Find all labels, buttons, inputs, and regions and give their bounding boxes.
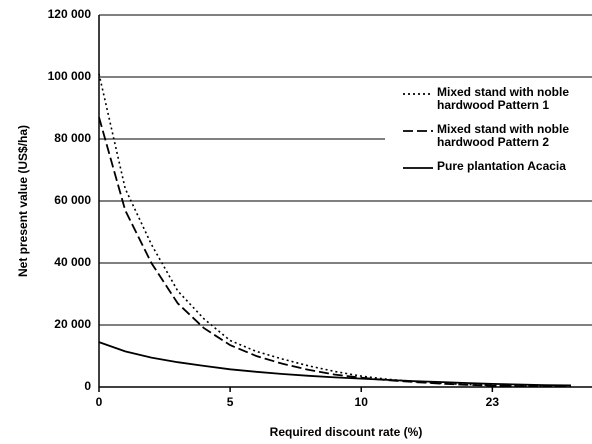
legend: Mixed stand with noble hardwood Pattern … — [385, 86, 592, 186]
y-tick-label: 60 000 — [54, 193, 91, 207]
legend-item: Mixed stand with noble hardwood Pattern … — [385, 123, 592, 160]
legend-item: Pure plantation Acacia — [385, 160, 592, 197]
y-tick-label: 0 — [84, 379, 91, 393]
y-tick-label: 100 000 — [48, 69, 92, 83]
legend-swatch — [403, 93, 433, 95]
x-tick-label: 5 — [227, 395, 234, 409]
legend-label: Mixed stand with noble hardwood Pattern … — [437, 122, 570, 149]
legend-swatch — [403, 130, 433, 132]
y-tick-label: 40 000 — [54, 255, 91, 269]
y-tick-label: 120 000 — [48, 7, 92, 21]
x-axis-label: Required discount rate (%) — [270, 425, 423, 439]
series-line — [98, 341, 572, 387]
x-tick-label: 0 — [96, 395, 103, 409]
y-tick-label: 20 000 — [54, 317, 91, 331]
legend-swatch — [403, 167, 433, 169]
legend-label: Mixed stand with noble hardwood Pattern … — [437, 85, 570, 112]
x-tick-label: 10 — [355, 395, 369, 409]
y-axis-label: Net present value (US$/ha) — [16, 125, 30, 277]
legend-label: Pure plantation Acacia — [437, 159, 566, 173]
legend-item: Mixed stand with noble hardwood Pattern … — [385, 86, 592, 123]
series-line — [98, 117, 572, 388]
x-tick-label: 23 — [486, 395, 500, 409]
y-tick-label: 80 000 — [54, 131, 91, 145]
